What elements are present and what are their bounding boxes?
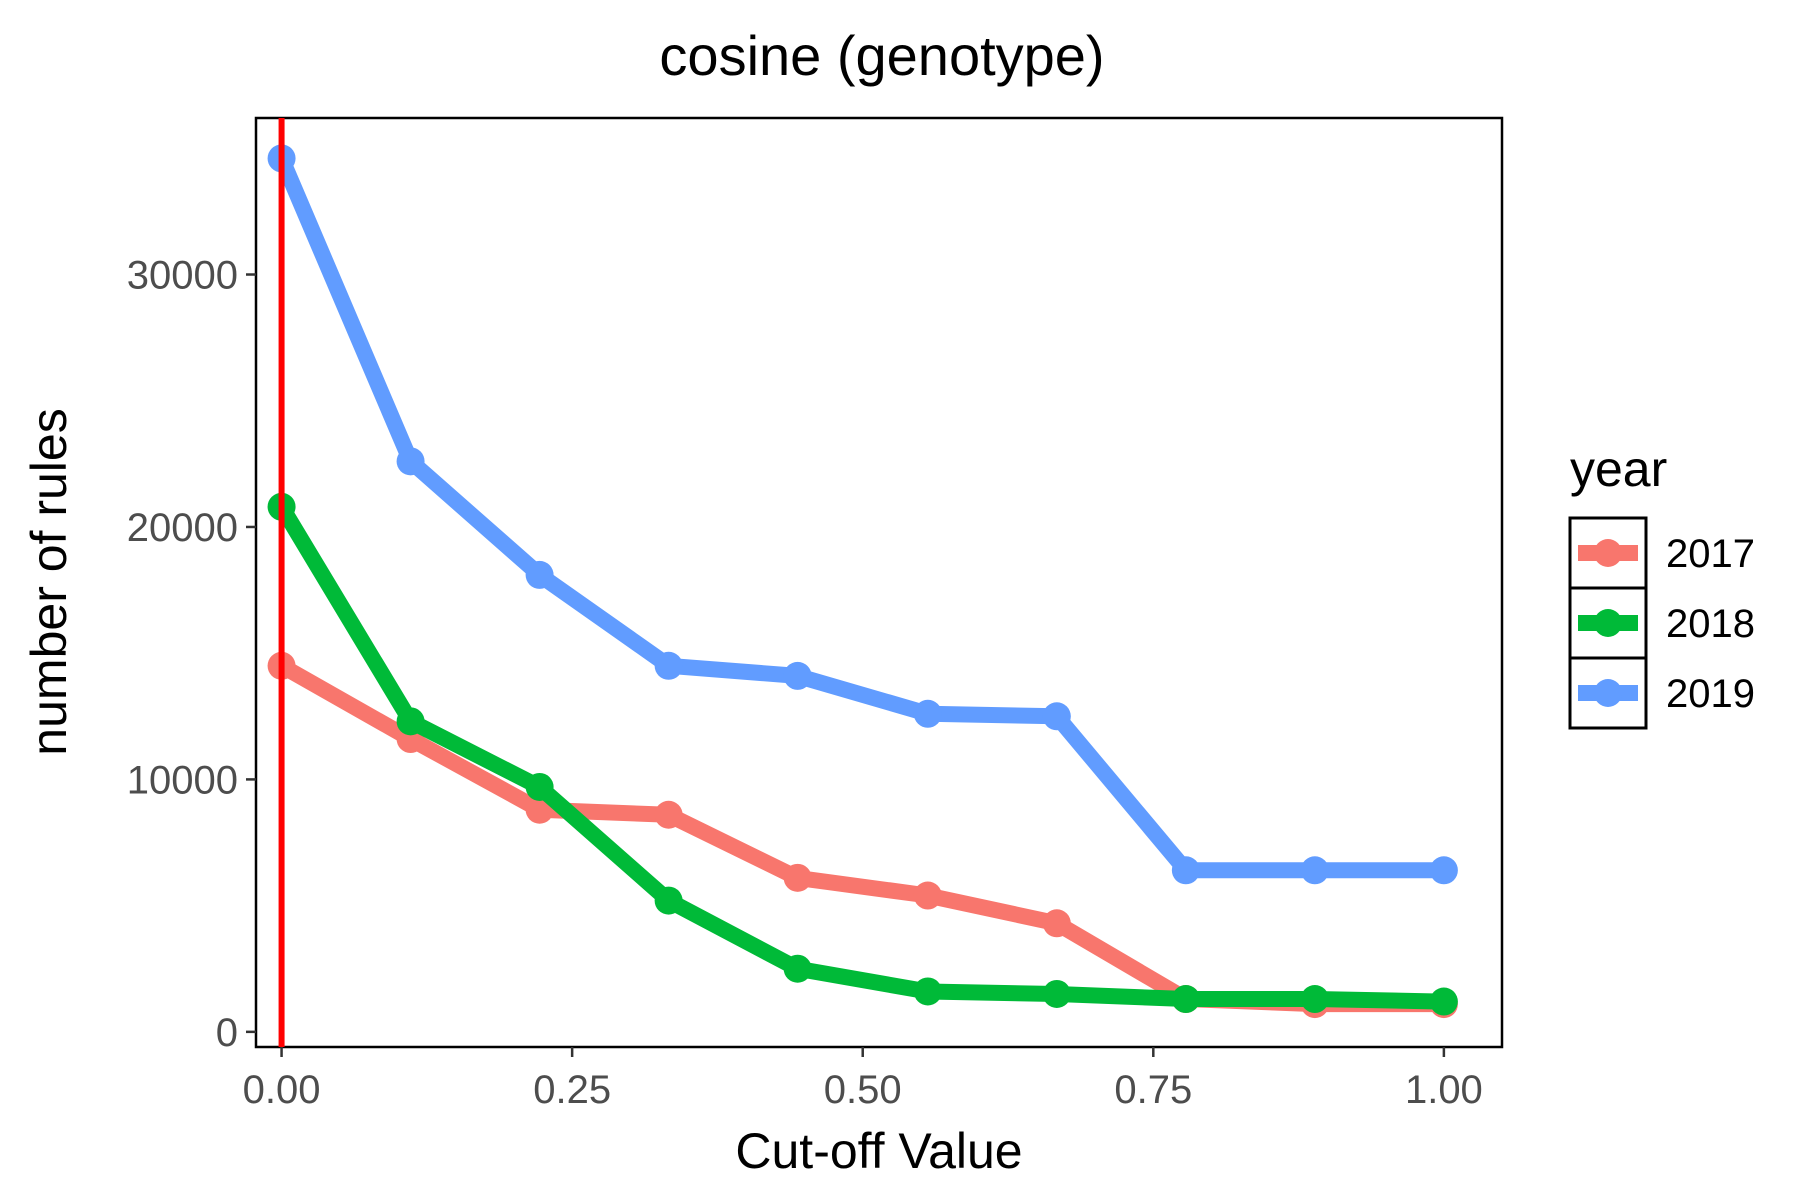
y-axis: 0 10000 20000 30000 <box>127 254 256 1055</box>
data-point-2018 <box>1300 985 1329 1014</box>
data-point-2017 <box>783 863 812 892</box>
data-point-2019 <box>525 560 554 589</box>
plot-panel <box>254 116 1504 1049</box>
data-point-2019 <box>1042 702 1071 731</box>
data-point-2019 <box>1171 856 1200 885</box>
legend-label: 2017 <box>1666 532 1755 576</box>
y-tick-label: 30000 <box>127 254 238 298</box>
data-point-2018 <box>1171 985 1200 1014</box>
data-point-2018 <box>1429 987 1458 1016</box>
x-tick-label: 0.50 <box>824 1068 902 1112</box>
data-point-2018 <box>1042 979 1071 1008</box>
data-point-2018 <box>783 954 812 983</box>
x-tick-label: 0.00 <box>243 1068 321 1112</box>
x-axis-title: Cut-off Value <box>735 1123 1022 1179</box>
y-tick-label: 20000 <box>127 506 238 550</box>
legend-key-point <box>1594 539 1622 567</box>
legend-label: 2019 <box>1666 672 1755 716</box>
data-point-2018 <box>654 886 683 915</box>
data-point-2019 <box>1300 856 1329 885</box>
chart-title: cosine (genotype) <box>659 24 1104 87</box>
data-point-2017 <box>1042 909 1071 938</box>
series-line-2018 <box>274 502 1445 1010</box>
legend-label: 2018 <box>1666 602 1755 646</box>
legend-title: year <box>1570 441 1667 497</box>
data-point-2017 <box>654 800 683 829</box>
y-tick-label: 0 <box>216 1011 238 1055</box>
data-point-2018 <box>525 772 554 801</box>
y-tick-label: 10000 <box>127 758 238 802</box>
data-point-2019 <box>396 447 425 476</box>
y-axis-title: number of rules <box>21 408 77 755</box>
series-line-2019 <box>274 155 1444 879</box>
data-point-2017 <box>913 881 942 910</box>
data-point-2019 <box>1429 856 1458 885</box>
data-point-2019 <box>654 651 683 680</box>
data-point-2019 <box>913 699 942 728</box>
legend: year 2017 2018 2019 <box>1568 441 1755 730</box>
data-point-2018 <box>913 977 942 1006</box>
x-tick-label: 0.75 <box>1114 1068 1192 1112</box>
series-layer <box>267 144 1458 1019</box>
legend-key-point <box>1594 679 1622 707</box>
legend-items: 2017 2018 2019 <box>1568 516 1755 730</box>
x-axis: 0.00 0.25 0.50 0.75 1.00 <box>243 1047 1483 1112</box>
x-tick-label: 1.00 <box>1405 1068 1483 1112</box>
x-tick-label: 0.25 <box>533 1068 611 1112</box>
legend-key-point <box>1594 609 1622 637</box>
data-point-2018 <box>396 707 425 736</box>
data-point-2019 <box>783 661 812 690</box>
